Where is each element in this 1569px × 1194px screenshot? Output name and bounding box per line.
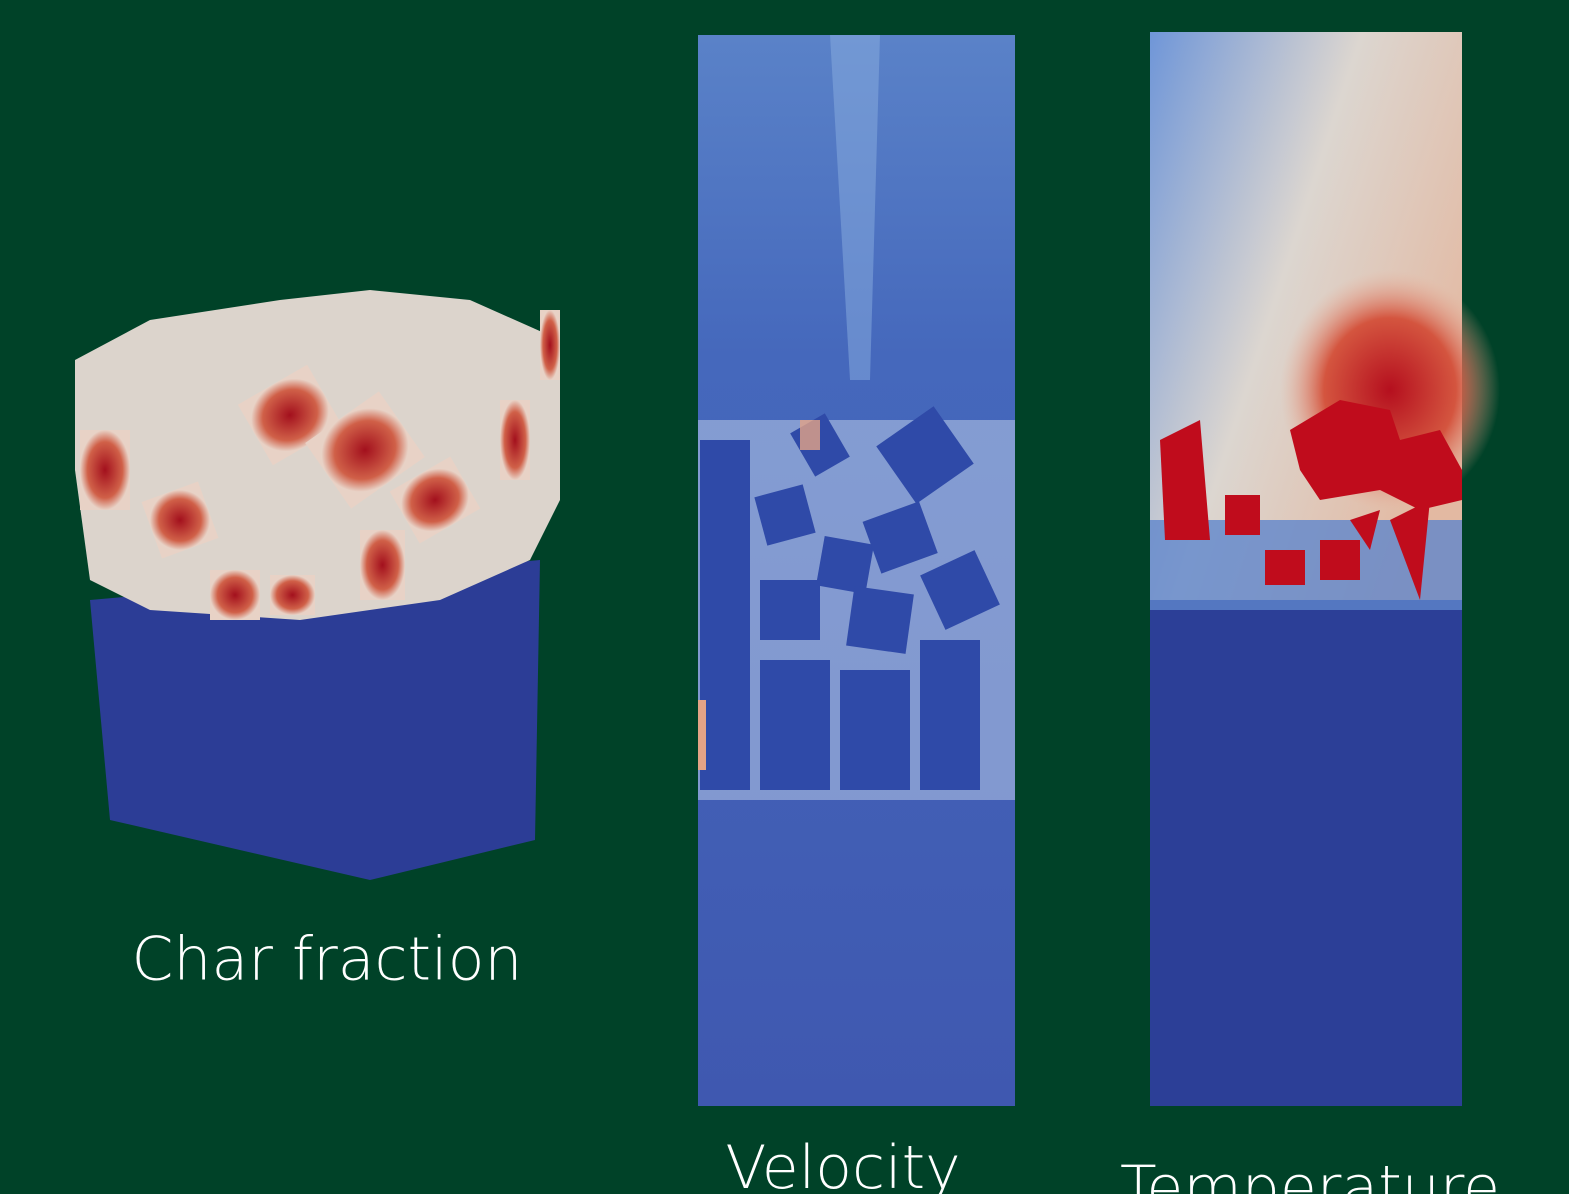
char-fraction-render xyxy=(75,290,560,880)
figure: Char fraction Velocity Temperature xyxy=(0,0,1569,1194)
label: Velocity xyxy=(725,1133,960,1194)
temperature-render xyxy=(1150,32,1500,1106)
page: Char fraction Velocity Temperature (() =… xyxy=(0,0,1569,1194)
label: Temperature xyxy=(1120,1153,1500,1194)
label: Char fraction xyxy=(132,925,523,995)
velocity-render xyxy=(698,35,1015,1106)
